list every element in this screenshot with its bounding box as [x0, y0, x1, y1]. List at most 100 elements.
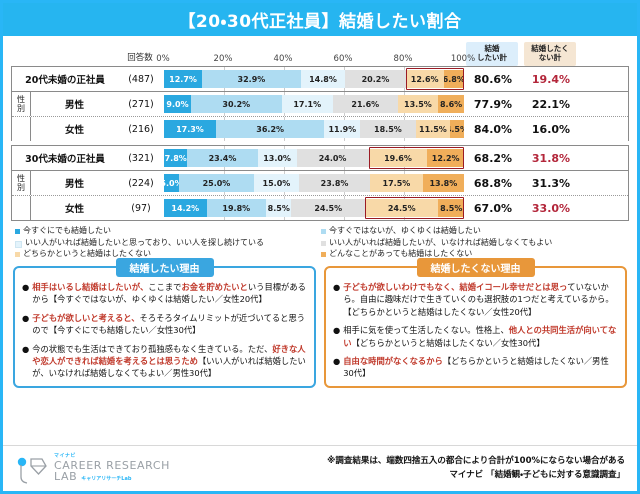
- axis-tick-60pct: 60%: [333, 54, 353, 64]
- row-bar-cell: 7.8% 23.4% 13.0% 24.0% 19.6% 12.2%: [164, 146, 464, 170]
- sum-notwant-value: 31.8%: [531, 151, 571, 165]
- row-bar-cell: 14.2% 19.8% 8.5% 24.5% 24.5% 8.5%: [164, 196, 464, 220]
- bar-segment-6: 13.8%: [422, 174, 465, 192]
- row-respondent-count: (271): [128, 98, 154, 110]
- brand-logo: マイナビ CAREER RESEARCH LAB キャリアリサーチLab: [15, 453, 215, 485]
- row-label-cell: 性別 男性: [12, 171, 118, 195]
- row-respondent-count: (97): [131, 202, 151, 214]
- bar-segment-3: 14.8%: [300, 70, 346, 88]
- legend-color-swatch: [15, 252, 20, 258]
- table-row: 女性 (97) 14.2% 19.8% 8.5% 24.5% 24.5% 8.5% 67.0% 3…: [12, 195, 628, 220]
- row-label: 30代未婚の正社員: [25, 154, 105, 165]
- reason-want-item-text: 子どもが欲しいと考えると、そろそろタイムリミットが近づいてると思うので【今すぐに…: [32, 312, 306, 336]
- sum-notwant-value: 22.1%: [531, 97, 571, 111]
- row-bar-cell: 12.7% 32.9% 14.8% 20.2% 12.6% 6.8%: [164, 67, 464, 91]
- sum-want-badge-line2: したい計: [477, 53, 507, 62]
- logo-text: マイナビ CAREER RESEARCH LAB キャリアリサーチLab: [54, 454, 170, 484]
- sum-notwant-badge-line2: ない計: [538, 53, 562, 62]
- row-bar-cell: 5.0%25.0%15.0%23.8%17.5%13.8%: [164, 171, 465, 195]
- sum-notwant-value: 31.3%: [531, 176, 571, 190]
- bar-segment-4: 24.5%: [291, 199, 365, 217]
- bar-segment-3: 15.0%: [253, 174, 299, 192]
- sum-want-value: 80.6%: [473, 72, 513, 86]
- legend-item-left-2: いい人がいれば結婚したいと思っており、いい人を探し続けている: [15, 237, 321, 249]
- sum-notwant-cell: 31.8%: [522, 146, 580, 170]
- logo-mark-icon: [15, 453, 49, 485]
- bar-segment-3: 13.0%: [257, 149, 297, 167]
- gender-group-label: [12, 196, 31, 220]
- legend-color-swatch: [321, 252, 326, 258]
- chart-rows: 20代未婚の正社員 (487) 12.7% 32.9% 14.8% 20.2% 12.6% 6…: [11, 66, 629, 221]
- bullet-icon: ●: [333, 281, 341, 292]
- bar-segment-6: 8.6%: [438, 95, 464, 113]
- row-label: 男性: [64, 100, 84, 111]
- sum-notwant-cell: 19.4%: [522, 67, 580, 91]
- stacked-bar: 14.2% 19.8% 8.5% 24.5% 24.5% 8.5%: [164, 199, 464, 217]
- legend-column-left: 今すぐにでも結婚したいいい人がいれば結婚したいと思っており、いい人を探し続けてい…: [15, 225, 321, 260]
- row-label: 女性: [64, 204, 84, 215]
- reason-notwant-item-text: 相手に気を使って生活したくない。性格上、他人との共同生活が向いてない【どちらかと…: [343, 325, 617, 348]
- reason-want-item-1: ● 相手はいるし結婚はしたいが、ここまでお金を貯めたいという目標があるから【今すぐ…: [22, 281, 307, 306]
- bar-segment-3: 11.9%: [324, 120, 361, 138]
- stacked-bar: 17.3%36.2%11.9%18.5%11.5%4.5%: [164, 120, 464, 138]
- bar-segment-1: 12.7%: [164, 70, 203, 88]
- legend-item-right-2: いい人がいれば結婚したいが、いなければ結婚しなくてもよい: [321, 237, 627, 249]
- bar-segment-1: 14.2%: [164, 199, 207, 217]
- legend-label: いい人がいれば結婚したいと思っており、いい人を探し続けている: [25, 237, 265, 247]
- bar-segment-5: 11.5%: [415, 120, 451, 138]
- reason-want-item-text: 相手はいるし結婚はしたいが、ここまでお金を貯めたいという目標があるから【今すぐで…: [32, 281, 306, 305]
- axis-tick-100pct: 100%: [450, 54, 476, 64]
- bar-segment-2: 36.2%: [215, 120, 325, 138]
- bar-segment-5: 19.6%: [368, 149, 428, 167]
- bullet-icon: ●: [333, 355, 341, 366]
- sum-want-cell: 67.0%: [464, 196, 522, 220]
- reason-want-box: 結婚したい理由 ● 相手はいるし結婚はしたいが、ここまでお金を貯めたいという目標が…: [13, 257, 316, 388]
- bullet-icon: ●: [22, 281, 30, 292]
- sum-notwant-value: 33.0%: [531, 201, 571, 215]
- axis-ticks: 0% 20% 40% 60% 80% 100%: [156, 42, 475, 66]
- sum-notwant-value: 16.0%: [531, 122, 571, 136]
- legend-color-swatch: [321, 229, 326, 234]
- gender-group-label: [12, 117, 31, 141]
- page-footer: マイナビ CAREER RESEARCH LAB キャリアリサーチLab ※調査…: [3, 445, 637, 491]
- bar-segment-4: 24.0%: [296, 149, 369, 167]
- row-label: 女性: [64, 125, 84, 136]
- row-label-cell: 30代未婚の正社員: [12, 146, 118, 170]
- legend-color-swatch: [15, 240, 22, 248]
- legend-label: 今すぐにでも結婚したい: [23, 226, 111, 235]
- reason-want-item-text: 今の状態でも生活はできており孤独感もなく生きている。ただ、好きな人や恋人ができれ…: [32, 343, 306, 379]
- bar-segment-2: 19.8%: [206, 199, 266, 217]
- table-row: 性別 男性 (224) 5.0%25.0%15.0%23.8%17.5%13.8% 68…: [12, 170, 628, 195]
- footnote: ※調査結果は、端数四捨五入の都合により合計が100%にならない場合がある マイナ…: [215, 455, 625, 482]
- legend-label: どんなことがあっても結婚はしたくない: [329, 249, 473, 259]
- stacked-bar: 9.0% 30.2% 17.1% 21.6% 13.5% 8.6%: [164, 95, 464, 113]
- reason-boxes: 結婚したい理由 ● 相手はいるし結婚はしたいが、ここまでお金を貯めたいという目標が…: [3, 257, 637, 388]
- reason-notwant-list: ● 子どもが欲しいわけでもなく、結婚イコール幸せだとは思っていないから。自由に趣味…: [333, 281, 618, 380]
- reason-want-item-2: ● 子どもが欲しいと考えると、そろそろタイムリミットが近づいてると思うので【今すぐ…: [22, 312, 307, 337]
- sum-want-cell: 68.2%: [464, 146, 522, 170]
- page-title: 【20・30代正社員】結婚したい割合: [178, 12, 462, 32]
- chart-area: 回答数 0% 20% 40% 60% 80% 100% 結婚 したい計 結婚したく ない計…: [3, 36, 637, 221]
- row-label-cell: 女性: [12, 117, 118, 141]
- bar-segment-2: 25.0%: [178, 174, 254, 192]
- sum-want-badge-line1: 結婚: [484, 44, 500, 54]
- sum-notwant-badge-line1: 結婚したく: [531, 44, 569, 54]
- reason-notwant-title: 結婚したくない理由: [416, 257, 535, 277]
- sum-want-value: 84.0%: [473, 122, 513, 136]
- bar-segment-5: 24.5%: [364, 199, 439, 217]
- bar-segment-5: 12.6%: [405, 70, 444, 88]
- axis-tick-80pct: 80%: [393, 54, 413, 64]
- bar-segment-2: 23.4%: [187, 149, 258, 167]
- stacked-bar: 7.8% 23.4% 13.0% 24.0% 19.6% 12.2%: [164, 149, 464, 167]
- row-label-cell: 性別 男性: [12, 92, 118, 116]
- sum-notwant-value: 19.4%: [531, 72, 571, 86]
- table-row: 女性 (216) 17.3%36.2%11.9%18.5%11.5%4.5% 84.0…: [12, 116, 628, 141]
- axis-tick-40pct: 40%: [273, 54, 293, 64]
- sum-notwant-cell: 16.0%: [522, 117, 580, 141]
- logo-line-2: LAB: [54, 470, 78, 484]
- sum-notwant-cell: 33.0%: [522, 196, 580, 220]
- stacked-bar: 12.7% 32.9% 14.8% 20.2% 12.6% 6.8%: [164, 70, 464, 88]
- bar-segment-6: 6.8%: [443, 70, 464, 88]
- bar-segment-4: 20.2%: [345, 70, 406, 88]
